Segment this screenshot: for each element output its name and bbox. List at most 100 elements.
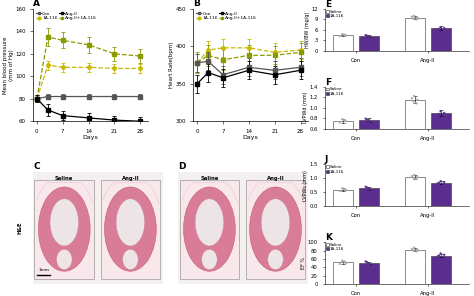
Point (365, 35, 373, 39)
Point (410, 14, 418, 18)
FancyBboxPatch shape (180, 180, 239, 279)
Bar (333, 121, 353, 160)
Point (336, 34, 344, 38)
Point (365, 261, 373, 266)
Point (362, 259, 369, 264)
Point (408, 247, 416, 251)
Bar (359, 188, 379, 206)
Text: Saline: Saline (200, 176, 219, 181)
Point (342, 188, 350, 192)
Point (413, 247, 421, 252)
Point (440, 28, 448, 32)
Text: J: J (325, 155, 328, 164)
Point (410, 173, 418, 177)
Point (338, 32, 346, 36)
Y-axis label: HW/BW (mg/g): HW/BW (mg/g) (305, 12, 310, 48)
Bar (431, 28, 451, 51)
Ellipse shape (201, 249, 217, 270)
Ellipse shape (195, 199, 224, 246)
Point (365, 262, 373, 266)
Text: A: A (33, 0, 40, 8)
X-axis label: Days: Days (82, 135, 98, 140)
Text: F: F (325, 78, 331, 87)
Ellipse shape (38, 187, 90, 271)
Legend: Saline, 1A-116: Saline, 1A-116 (325, 242, 345, 252)
Point (338, 117, 346, 122)
Text: Ang-II: Ang-II (267, 176, 284, 181)
Text: B: B (193, 0, 201, 8)
Point (336, 262, 344, 266)
Text: E: E (325, 0, 331, 9)
FancyBboxPatch shape (100, 180, 160, 279)
Bar (333, 35, 353, 51)
Text: C: C (33, 162, 40, 171)
Point (336, 120, 344, 125)
Point (365, 34, 373, 39)
Point (413, 175, 421, 179)
Point (408, 174, 416, 178)
Point (440, 182, 448, 186)
Point (365, 186, 373, 191)
Point (412, 249, 420, 254)
Legend: Con, 1A-116, Ang-II, Ang-II+1A-116: Con, 1A-116, Ang-II, Ang-II+1A-116 (36, 11, 98, 21)
Ellipse shape (116, 199, 145, 246)
Point (340, 259, 348, 264)
Point (412, 177, 420, 181)
Point (434, 254, 441, 259)
Text: Ang-II: Ang-II (121, 176, 139, 181)
Point (410, 176, 417, 180)
Point (408, 14, 416, 19)
Text: Saline: Saline (55, 176, 73, 181)
Point (363, 260, 371, 265)
Ellipse shape (183, 187, 235, 271)
Point (365, 118, 373, 123)
Point (412, 17, 420, 22)
Point (336, 189, 344, 193)
Point (412, 101, 420, 106)
Bar (405, 100, 425, 160)
Point (341, 187, 348, 192)
Y-axis label: LVPWs (mm): LVPWs (mm) (303, 170, 308, 201)
Bar (405, 177, 425, 206)
Legend: Saline, 1A-116: Saline, 1A-116 (325, 9, 345, 19)
Point (410, 94, 418, 99)
Ellipse shape (56, 249, 72, 270)
Ellipse shape (261, 199, 290, 246)
Y-axis label: Mean blood pressure
(mm of Hg): Mean blood pressure (mm of Hg) (3, 36, 14, 94)
Bar (333, 190, 353, 206)
Y-axis label: EF %: EF % (301, 257, 306, 269)
Point (341, 260, 348, 265)
Bar (359, 120, 379, 160)
Point (440, 252, 448, 257)
Point (338, 186, 346, 191)
Point (410, 99, 417, 104)
Bar (333, 262, 353, 284)
Ellipse shape (250, 187, 301, 271)
Text: D: D (178, 162, 186, 171)
Text: H&E: H&E (18, 222, 23, 234)
Point (437, 179, 445, 184)
Point (434, 27, 441, 32)
Point (342, 119, 350, 124)
Bar (359, 36, 379, 51)
Point (362, 116, 369, 121)
Point (413, 97, 421, 102)
X-axis label: Days: Days (243, 135, 258, 140)
Point (342, 33, 350, 38)
Point (365, 120, 373, 124)
Point (341, 33, 348, 38)
Point (365, 263, 373, 267)
Point (410, 248, 417, 253)
Point (410, 245, 418, 250)
Point (437, 25, 445, 30)
FancyBboxPatch shape (246, 180, 305, 279)
Ellipse shape (268, 249, 283, 270)
Point (363, 117, 371, 122)
Point (365, 34, 373, 38)
Legend: Con, 1A-116, Ang-II, Ang-II+1A-116: Con, 1A-116, Ang-II, Ang-II+1A-116 (196, 11, 258, 21)
Point (440, 110, 448, 115)
Ellipse shape (123, 249, 138, 270)
Point (362, 33, 369, 38)
Bar (431, 255, 451, 284)
Point (435, 26, 443, 31)
